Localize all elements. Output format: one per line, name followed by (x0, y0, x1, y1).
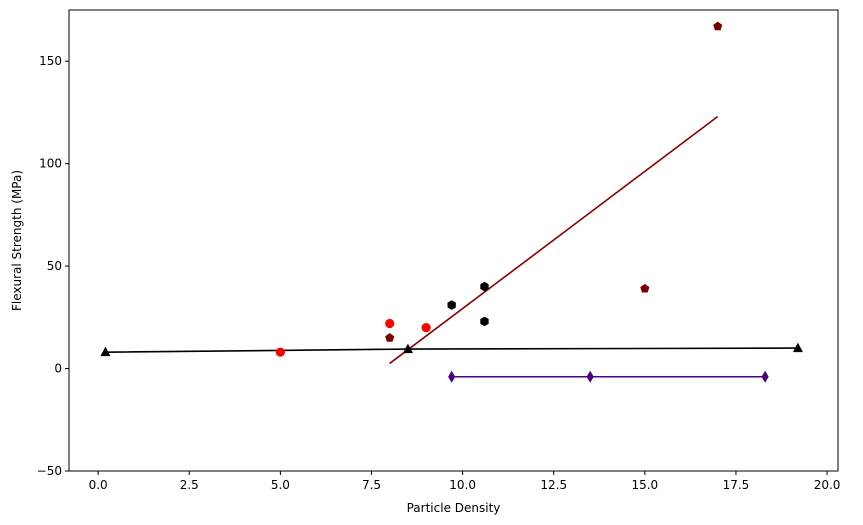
data-point (713, 21, 723, 31)
data-point (275, 347, 285, 357)
x-axis-label: Particle Density (407, 501, 501, 515)
y-tick-label: −50 (37, 464, 62, 478)
data-point (640, 283, 650, 293)
data-point (792, 342, 803, 353)
y-tick-label: 0 (54, 362, 62, 376)
data-point (447, 300, 456, 310)
x-tick-label: 15.0 (631, 478, 658, 492)
data-point (586, 370, 594, 383)
x-tick-label: 17.5 (723, 478, 750, 492)
data-point (448, 370, 456, 383)
y-tick-label: 150 (39, 54, 62, 68)
y-axis-label: Flexural Strength (MPa) (10, 170, 24, 311)
x-tick-label: 7.5 (362, 478, 381, 492)
y-tick-label: 100 (39, 157, 62, 171)
x-tick-label: 12.5 (540, 478, 567, 492)
series-line (389, 115, 719, 365)
y-tick-label: 50 (47, 259, 62, 273)
data-point (100, 346, 111, 357)
data-point (385, 318, 395, 329)
x-tick-label: 2.5 (180, 478, 199, 492)
data-point (761, 370, 769, 383)
plot-area (69, 10, 838, 471)
x-tick-label: 5.0 (271, 478, 290, 492)
x-tick-label: 0.0 (89, 478, 108, 492)
data-point (421, 322, 431, 333)
data-point (480, 281, 489, 292)
x-tick-label: 20.0 (814, 478, 841, 492)
data-point (385, 333, 395, 342)
x-tick-label: 10.0 (449, 478, 476, 492)
plot-frame (68, 9, 839, 472)
data-point (480, 316, 489, 327)
data-point (402, 343, 413, 354)
